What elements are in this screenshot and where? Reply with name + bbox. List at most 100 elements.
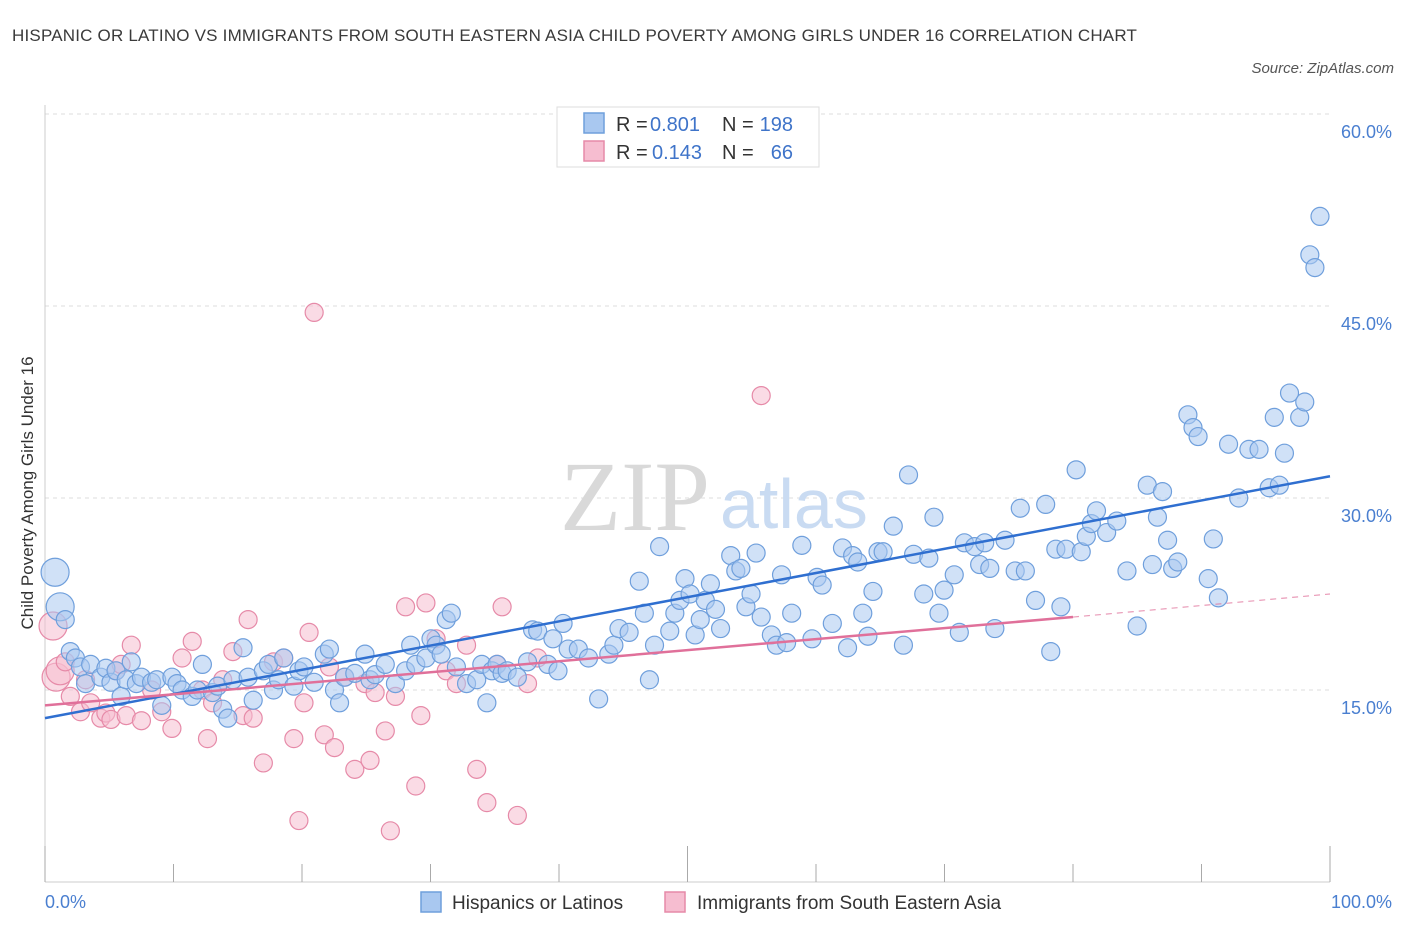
- legend-n-label-2: N =: [722, 142, 754, 164]
- blue-point-87: [619, 622, 639, 643]
- blue-point-127: [863, 581, 883, 602]
- blue-point-175: [1188, 426, 1208, 447]
- trend-lines: [44, 475, 1331, 720]
- bottom-legend-swatch-blue: [420, 891, 442, 913]
- blue-point-170: [1157, 530, 1178, 550]
- blue-point-88: [629, 571, 649, 591]
- chart-source: Source: ZipAtlas.com: [1251, 60, 1394, 77]
- legend-r-label-1: R =: [616, 114, 648, 136]
- blue-point-29: [218, 708, 238, 728]
- pink-point-27: [238, 609, 258, 630]
- pink-point-60: [507, 805, 527, 826]
- pink-point-28: [243, 708, 263, 728]
- blue-point-178: [1208, 588, 1229, 608]
- blue-point-136: [924, 507, 944, 527]
- blue-point-106: [731, 558, 751, 579]
- blue-point-169: [1152, 482, 1173, 502]
- pink-point-56: [467, 759, 487, 779]
- blue-point-155: [1051, 597, 1071, 617]
- blue-point-25: [192, 654, 212, 675]
- pink-point-18: [162, 718, 182, 739]
- blue-point-151: [1025, 590, 1046, 611]
- pink-point-36: [304, 302, 324, 322]
- chart-title: HISPANIC OR LATINO VS IMMIGRANTS FROM SO…: [12, 26, 1138, 45]
- blue-point-131: [893, 635, 914, 655]
- blue-point-119: [812, 575, 832, 595]
- pink-point-37: [314, 725, 334, 745]
- blue-point-101: [700, 574, 721, 594]
- blue-point-138: [934, 580, 954, 600]
- blue-point-152: [1036, 494, 1056, 514]
- blue-series-points: [40, 206, 1330, 728]
- pink-point-29: [253, 753, 273, 773]
- blue-point-172: [1168, 552, 1188, 572]
- pink-point-32: [284, 729, 304, 749]
- x-tick-label-1: 100.0%: [1331, 892, 1392, 912]
- y-tick-label-3: 60.0%: [1341, 122, 1392, 142]
- y-tick-label-1: 30.0%: [1341, 506, 1392, 526]
- pink-point-45: [375, 721, 395, 741]
- blue-point-33: [243, 690, 263, 710]
- legend-box: R = 0.801 N = 198 R = 0.143 N = 66: [556, 106, 820, 168]
- blue-point-83: [589, 689, 609, 709]
- blue-point-153: [1041, 641, 1061, 662]
- pink-point-39: [324, 737, 345, 758]
- pink-trend-extension: [1072, 593, 1331, 618]
- blue-point-52: [375, 654, 395, 675]
- legend-swatch-pink: [583, 140, 605, 162]
- blue-point-78: [548, 661, 568, 681]
- blue-point-145: [980, 558, 1000, 579]
- blue-point-167: [1142, 554, 1162, 575]
- blue-point-60: [431, 644, 451, 664]
- bottom-legend: Hispanics or Latinos Immigrants from Sou…: [420, 891, 1002, 914]
- blue-point-139: [944, 565, 964, 585]
- pink-point-48: [396, 597, 416, 617]
- pink-point-63: [751, 386, 771, 406]
- pink-series-points: [38, 302, 771, 841]
- blue-point-192: [1310, 206, 1330, 226]
- pink-point-19: [172, 648, 192, 668]
- blue-point-177: [1203, 529, 1223, 549]
- pink-point-15: [131, 711, 152, 731]
- pink-point-41: [345, 759, 365, 779]
- blue-point-108: [741, 584, 761, 604]
- pink-point-33: [289, 810, 309, 831]
- pink-trend-line: [44, 615, 1074, 707]
- blue-point-157: [1066, 460, 1086, 480]
- pink-point-46: [380, 821, 400, 841]
- axes: [44, 105, 1331, 883]
- pink-point-59: [492, 597, 512, 617]
- bottom-legend-swatch-pink: [664, 891, 686, 913]
- pink-point-35: [299, 622, 319, 643]
- watermark-atlas: atlas: [720, 465, 868, 543]
- blue-point-31: [233, 638, 253, 658]
- blue-point-164: [1117, 561, 1137, 581]
- blue-point-92: [649, 537, 670, 557]
- blue-point-38: [274, 648, 294, 668]
- blue-point-150: [1015, 561, 1035, 581]
- blue-point-134: [914, 584, 934, 604]
- blue-point-165: [1127, 616, 1147, 636]
- blue-point-85: [604, 635, 624, 655]
- watermark: ZIP atlas: [560, 441, 868, 552]
- blue-point-182: [1249, 439, 1269, 459]
- pink-point-4: [60, 686, 80, 707]
- blue-point-184: [1264, 407, 1284, 427]
- blue-point-179: [1218, 434, 1239, 454]
- blue-point-120: [822, 613, 842, 634]
- blue-point-72: [507, 667, 527, 687]
- legend-r-value-2: 0.143: [652, 142, 702, 164]
- blue-point-62: [441, 603, 461, 623]
- pink-point-14: [121, 635, 141, 655]
- pink-point-57: [477, 793, 497, 813]
- pink-point-34: [294, 693, 314, 713]
- blue-point-14: [121, 652, 141, 672]
- blue-point-125: [853, 603, 873, 623]
- x-tick-label-0: 0.0%: [45, 892, 86, 912]
- legend-r-value-1: 0.801: [650, 114, 700, 136]
- blue-point-186: [1274, 443, 1295, 463]
- blue-point-73: [517, 652, 538, 672]
- blue-point-115: [782, 603, 802, 623]
- legend-n-value-1: 198: [760, 114, 793, 136]
